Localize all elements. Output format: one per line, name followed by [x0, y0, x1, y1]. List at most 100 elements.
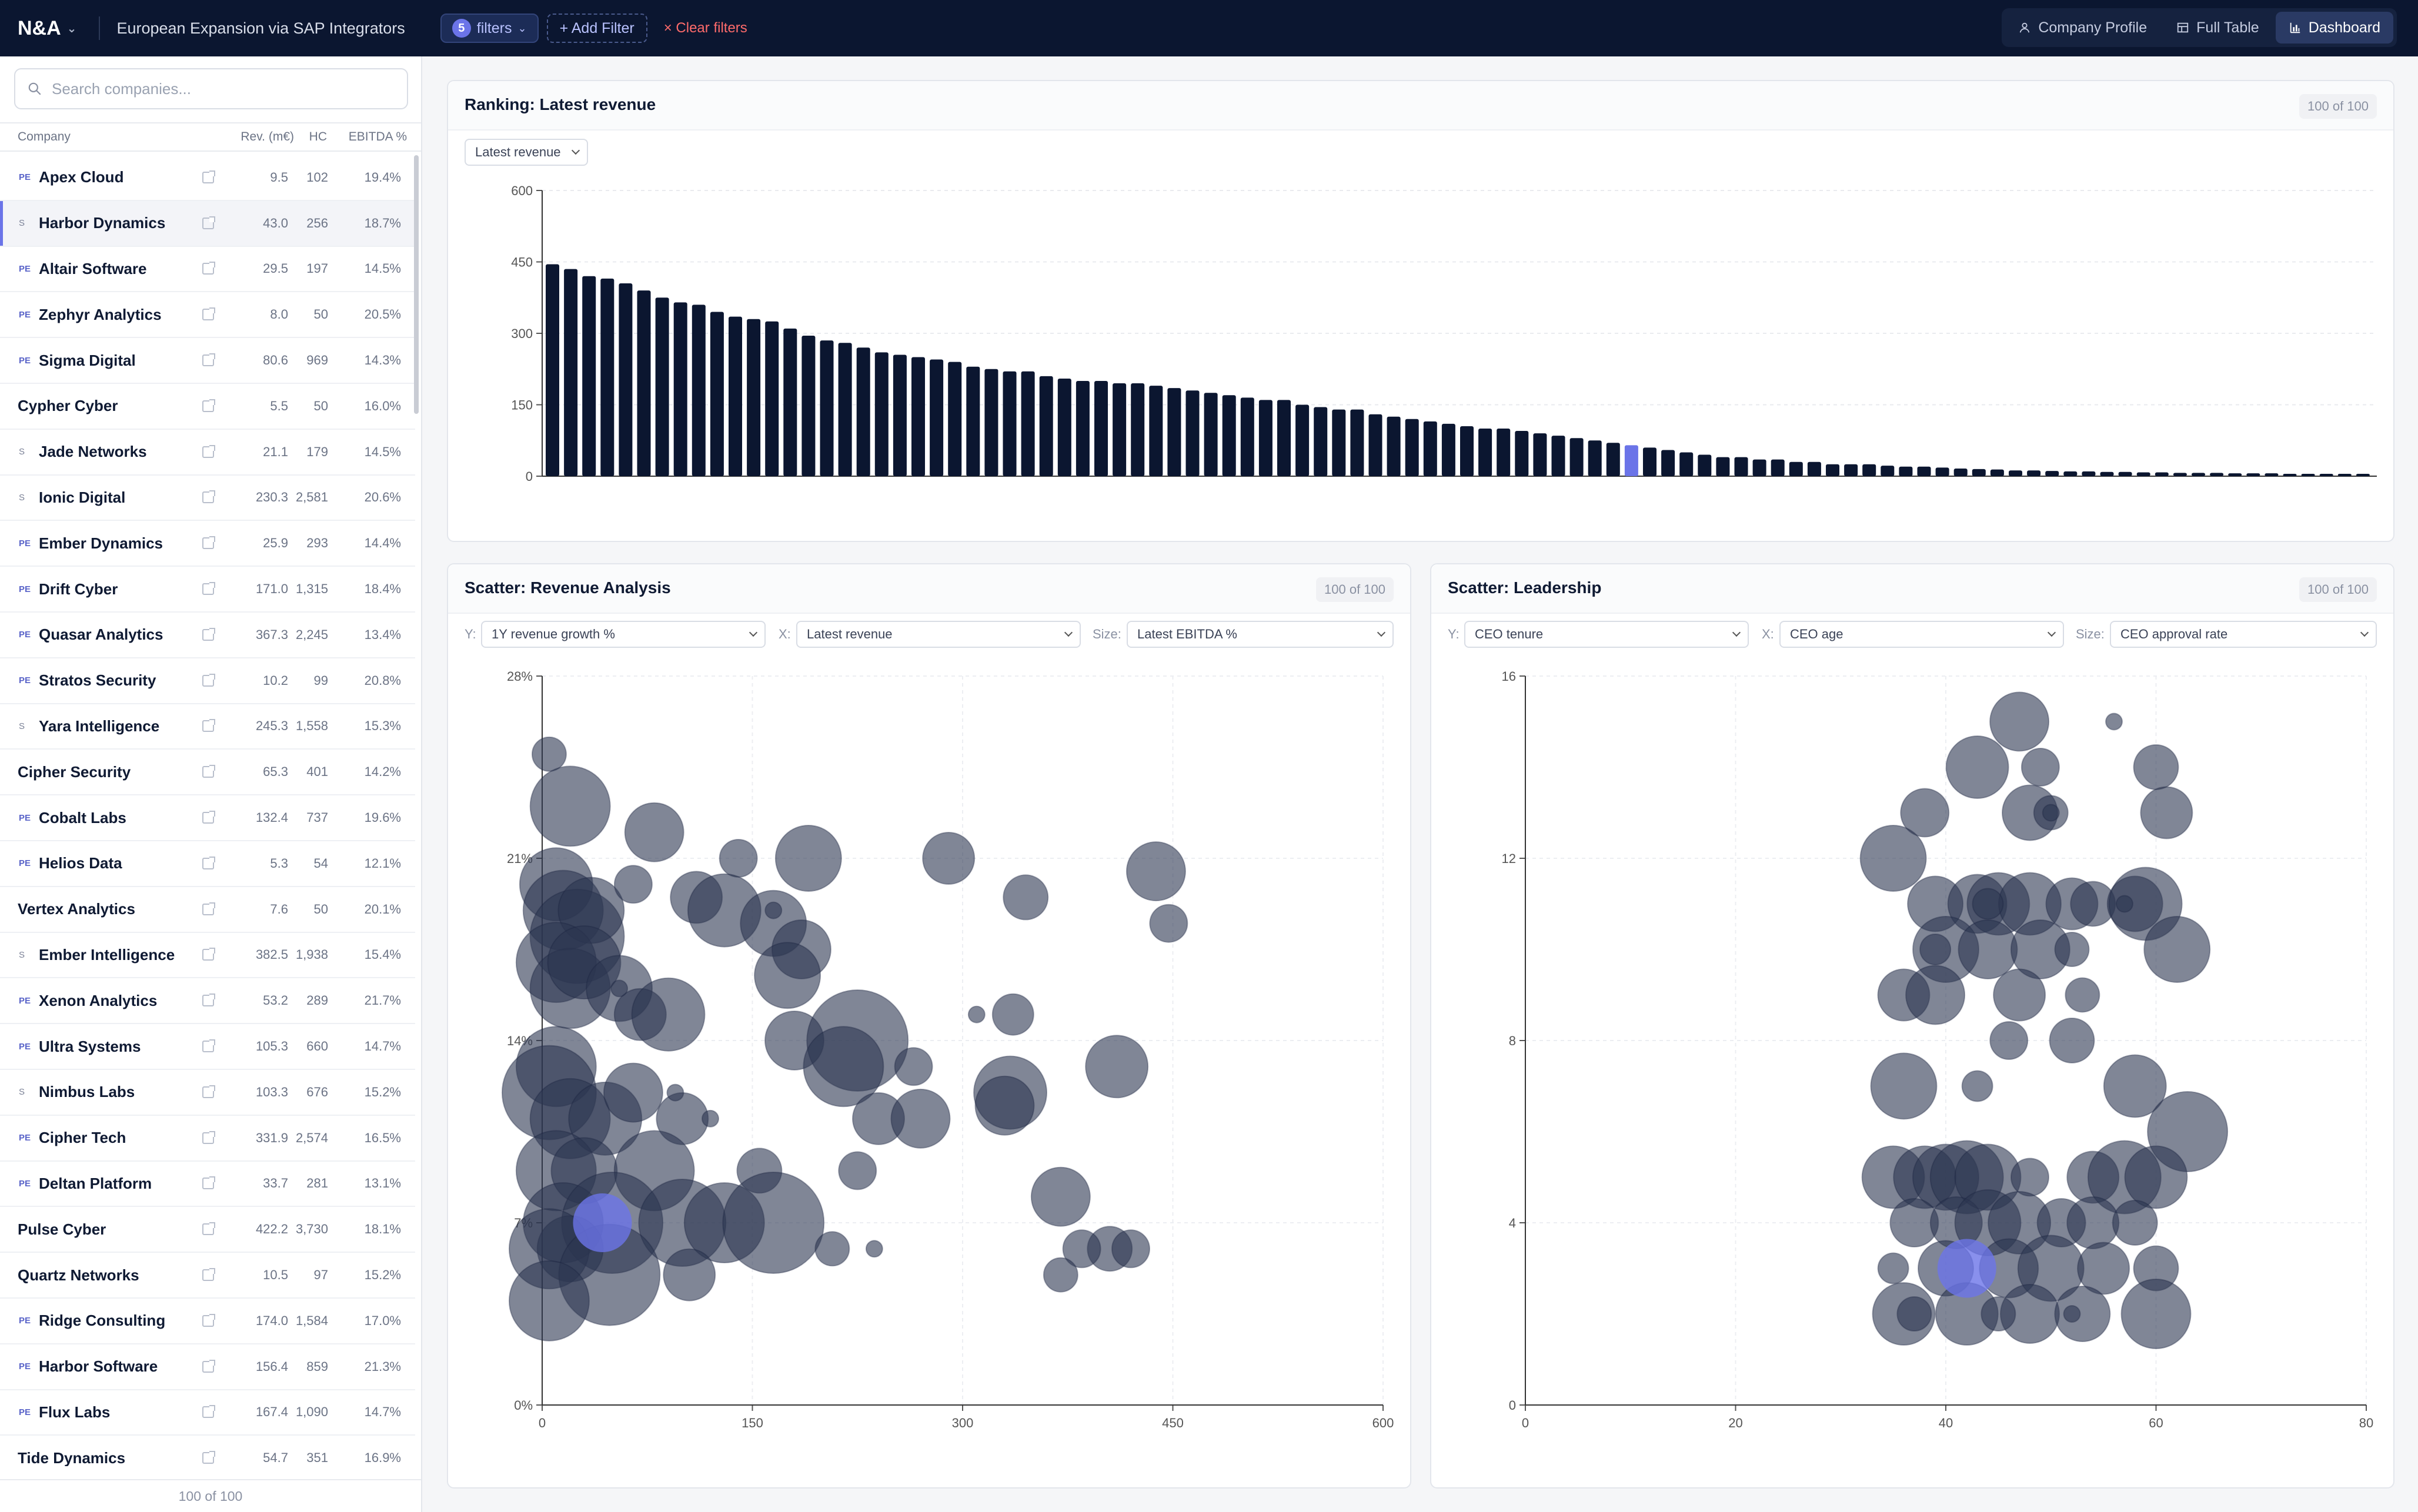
- column-header-ebitda[interactable]: EBITDA %: [348, 130, 407, 143]
- company-row[interactable]: S Ember Intelligence 382.5 1,938 15.4%: [0, 933, 415, 979]
- company-row[interactable]: S Ionic Digital 230.3 2,581 20.6%: [0, 476, 415, 521]
- external-link-icon[interactable]: [202, 856, 215, 869]
- external-link-icon[interactable]: [202, 1313, 215, 1327]
- company-row[interactable]: PE Zephyr Analytics 8.0 50 20.5%: [0, 292, 415, 339]
- external-link-icon[interactable]: [202, 1359, 215, 1373]
- x-axis-select[interactable]: CEO age: [1779, 621, 2064, 648]
- column-header-company[interactable]: Company: [18, 130, 71, 143]
- company-row[interactable]: Cipher Security 65.3 401 14.2%: [0, 750, 415, 796]
- scatter-point: [1989, 691, 2050, 752]
- company-row[interactable]: Vertex Analytics 7.6 50 20.1%: [0, 887, 415, 933]
- company-row[interactable]: S Jade Networks 21.1 179 14.5%: [0, 430, 415, 476]
- external-link-icon[interactable]: [202, 1085, 215, 1098]
- scatter-point: [2063, 1305, 2081, 1323]
- external-link-icon[interactable]: [202, 444, 215, 458]
- external-link-icon[interactable]: [202, 1130, 215, 1144]
- external-link-icon[interactable]: [202, 948, 215, 961]
- external-link-icon[interactable]: [202, 1405, 215, 1419]
- external-link-icon[interactable]: [202, 307, 215, 321]
- external-link-icon[interactable]: [202, 719, 215, 732]
- company-row[interactable]: S Nimbus Labs 103.3 676 15.2%: [0, 1070, 415, 1116]
- x-axis-select[interactable]: Latest revenue: [796, 621, 1081, 648]
- company-row[interactable]: PE Drift Cyber 171.0 1,315 18.4%: [0, 567, 415, 613]
- company-row[interactable]: PE Xenon Analytics 53.2 289 21.7%: [0, 978, 415, 1025]
- ownership-badge: PE: [19, 1041, 31, 1052]
- bar: [765, 321, 779, 476]
- company-row[interactable]: PE Ridge Consulting 174.0 1,584 17.0%: [0, 1299, 415, 1344]
- external-link-icon[interactable]: [202, 490, 215, 504]
- external-link-icon[interactable]: [202, 536, 215, 550]
- headcount-cell: 3,730: [295, 1222, 328, 1237]
- ranking-metric-select[interactable]: Latest revenue: [465, 139, 588, 166]
- company-profile-tab[interactable]: Company Profile: [2005, 12, 2160, 44]
- company-row[interactable]: PE Stratos Security 10.2 99 20.8%: [0, 658, 415, 704]
- company-row[interactable]: PE Apex Cloud 9.5 102 19.4%: [0, 155, 415, 201]
- scatter-point: [2143, 916, 2211, 983]
- column-header-headcount[interactable]: HC: [309, 130, 327, 143]
- column-header-revenue[interactable]: Rev. (m€): [241, 130, 294, 143]
- size-select[interactable]: CEO approval rate: [2110, 621, 2377, 648]
- external-link-icon[interactable]: [202, 993, 215, 1007]
- external-link-icon[interactable]: [202, 1176, 215, 1190]
- scatter-point: [1989, 1021, 2029, 1060]
- company-row[interactable]: PE Deltan Platform 33.7 281 13.1%: [0, 1162, 415, 1207]
- company-row[interactable]: PE Flux Labs 167.4 1,090 14.7%: [0, 1390, 415, 1436]
- company-row[interactable]: PE Ember Dynamics 25.9 293 14.4%: [0, 521, 415, 567]
- scatter-point: [2120, 1279, 2192, 1349]
- company-row[interactable]: PE Sigma Digital 80.6 969 14.3%: [0, 338, 415, 384]
- external-link-icon[interactable]: [202, 170, 215, 183]
- company-row[interactable]: PE Cobalt Labs 132.4 737 19.6%: [0, 795, 415, 841]
- company-row[interactable]: PE Quasar Analytics 367.3 2,245 13.4%: [0, 613, 415, 658]
- external-link-icon[interactable]: [202, 262, 215, 275]
- external-link-icon[interactable]: [202, 627, 215, 641]
- add-filter-button[interactable]: + Add Filter: [546, 14, 647, 43]
- company-row[interactable]: PE Harbor Software 156.4 859 21.3%: [0, 1344, 415, 1390]
- revenue-cell: 367.3: [255, 627, 288, 642]
- company-row[interactable]: Pulse Cyber 422.2 3,730 18.1%: [0, 1207, 415, 1253]
- y-axis-select[interactable]: 1Y revenue growth %: [481, 621, 766, 648]
- bar: [1478, 429, 1492, 476]
- external-link-icon[interactable]: [202, 1039, 215, 1053]
- company-row[interactable]: S Harbor Dynamics 43.0 256 18.7%: [0, 200, 415, 247]
- company-row[interactable]: PE Ultra Systems 105.3 660 14.7%: [0, 1024, 415, 1070]
- external-link-icon[interactable]: [202, 902, 215, 915]
- company-row[interactable]: Cypher Cyber 5.5 50 16.0%: [0, 384, 415, 430]
- external-link-icon[interactable]: [202, 1222, 215, 1236]
- ebitda-cell: 15.4%: [364, 947, 401, 962]
- bar: [655, 297, 669, 476]
- company-name: Yara Intelligence: [39, 717, 160, 735]
- dashboard-tab[interactable]: Dashboard: [2275, 12, 2393, 44]
- y-axis-select[interactable]: CEO tenure: [1464, 621, 1749, 648]
- brand-menu[interactable]: N&A ⌄: [18, 17, 76, 40]
- full-table-tab[interactable]: Full Table: [2163, 12, 2272, 44]
- external-link-icon[interactable]: [202, 1451, 215, 1464]
- bar: [673, 302, 687, 476]
- external-link-icon[interactable]: [202, 673, 215, 687]
- ebitda-cell: 14.5%: [364, 444, 401, 459]
- external-link-icon[interactable]: [202, 1268, 215, 1282]
- external-link-icon[interactable]: [202, 765, 215, 778]
- external-link-icon[interactable]: [202, 582, 215, 596]
- clear-filters-button[interactable]: × Clear filters: [664, 20, 747, 36]
- external-link-icon[interactable]: [202, 216, 215, 229]
- company-row[interactable]: Tide Dynamics 54.7 351 16.9%: [0, 1436, 415, 1466]
- external-link-icon[interactable]: [202, 811, 215, 824]
- external-link-icon[interactable]: [202, 399, 215, 412]
- company-row[interactable]: PE Helios Data 5.3 54 12.1%: [0, 841, 415, 887]
- filters-button[interactable]: 5 filters ⌄: [440, 14, 539, 43]
- scatter-point: [1919, 934, 1952, 965]
- company-row[interactable]: Quartz Networks 10.5 97 15.2%: [0, 1253, 415, 1299]
- y-axis-label: Y:: [1448, 627, 1460, 641]
- company-row[interactable]: S Yara Intelligence 245.3 1,558 15.3%: [0, 704, 415, 750]
- scatter-revenue-card: Scatter: Revenue Analysis 100 of 100 Y: …: [447, 563, 1411, 1488]
- size-select[interactable]: Latest EBITDA %: [1127, 621, 1394, 648]
- top-bar: N&A ⌄ European Expansion via SAP Integra…: [0, 0, 2418, 56]
- company-row[interactable]: PE Cipher Tech 331.9 2,574 16.5%: [0, 1116, 415, 1162]
- search-input[interactable]: [52, 79, 393, 98]
- company-row[interactable]: PE Altair Software 29.5 197 14.5%: [0, 247, 415, 293]
- y-tick-label: 600: [511, 183, 533, 198]
- table-header: Company Rev. (m€) HC EBITDA %: [0, 122, 421, 152]
- bar: [2228, 473, 2242, 476]
- external-link-icon[interactable]: [202, 353, 215, 367]
- scrollbar[interactable]: [414, 155, 419, 414]
